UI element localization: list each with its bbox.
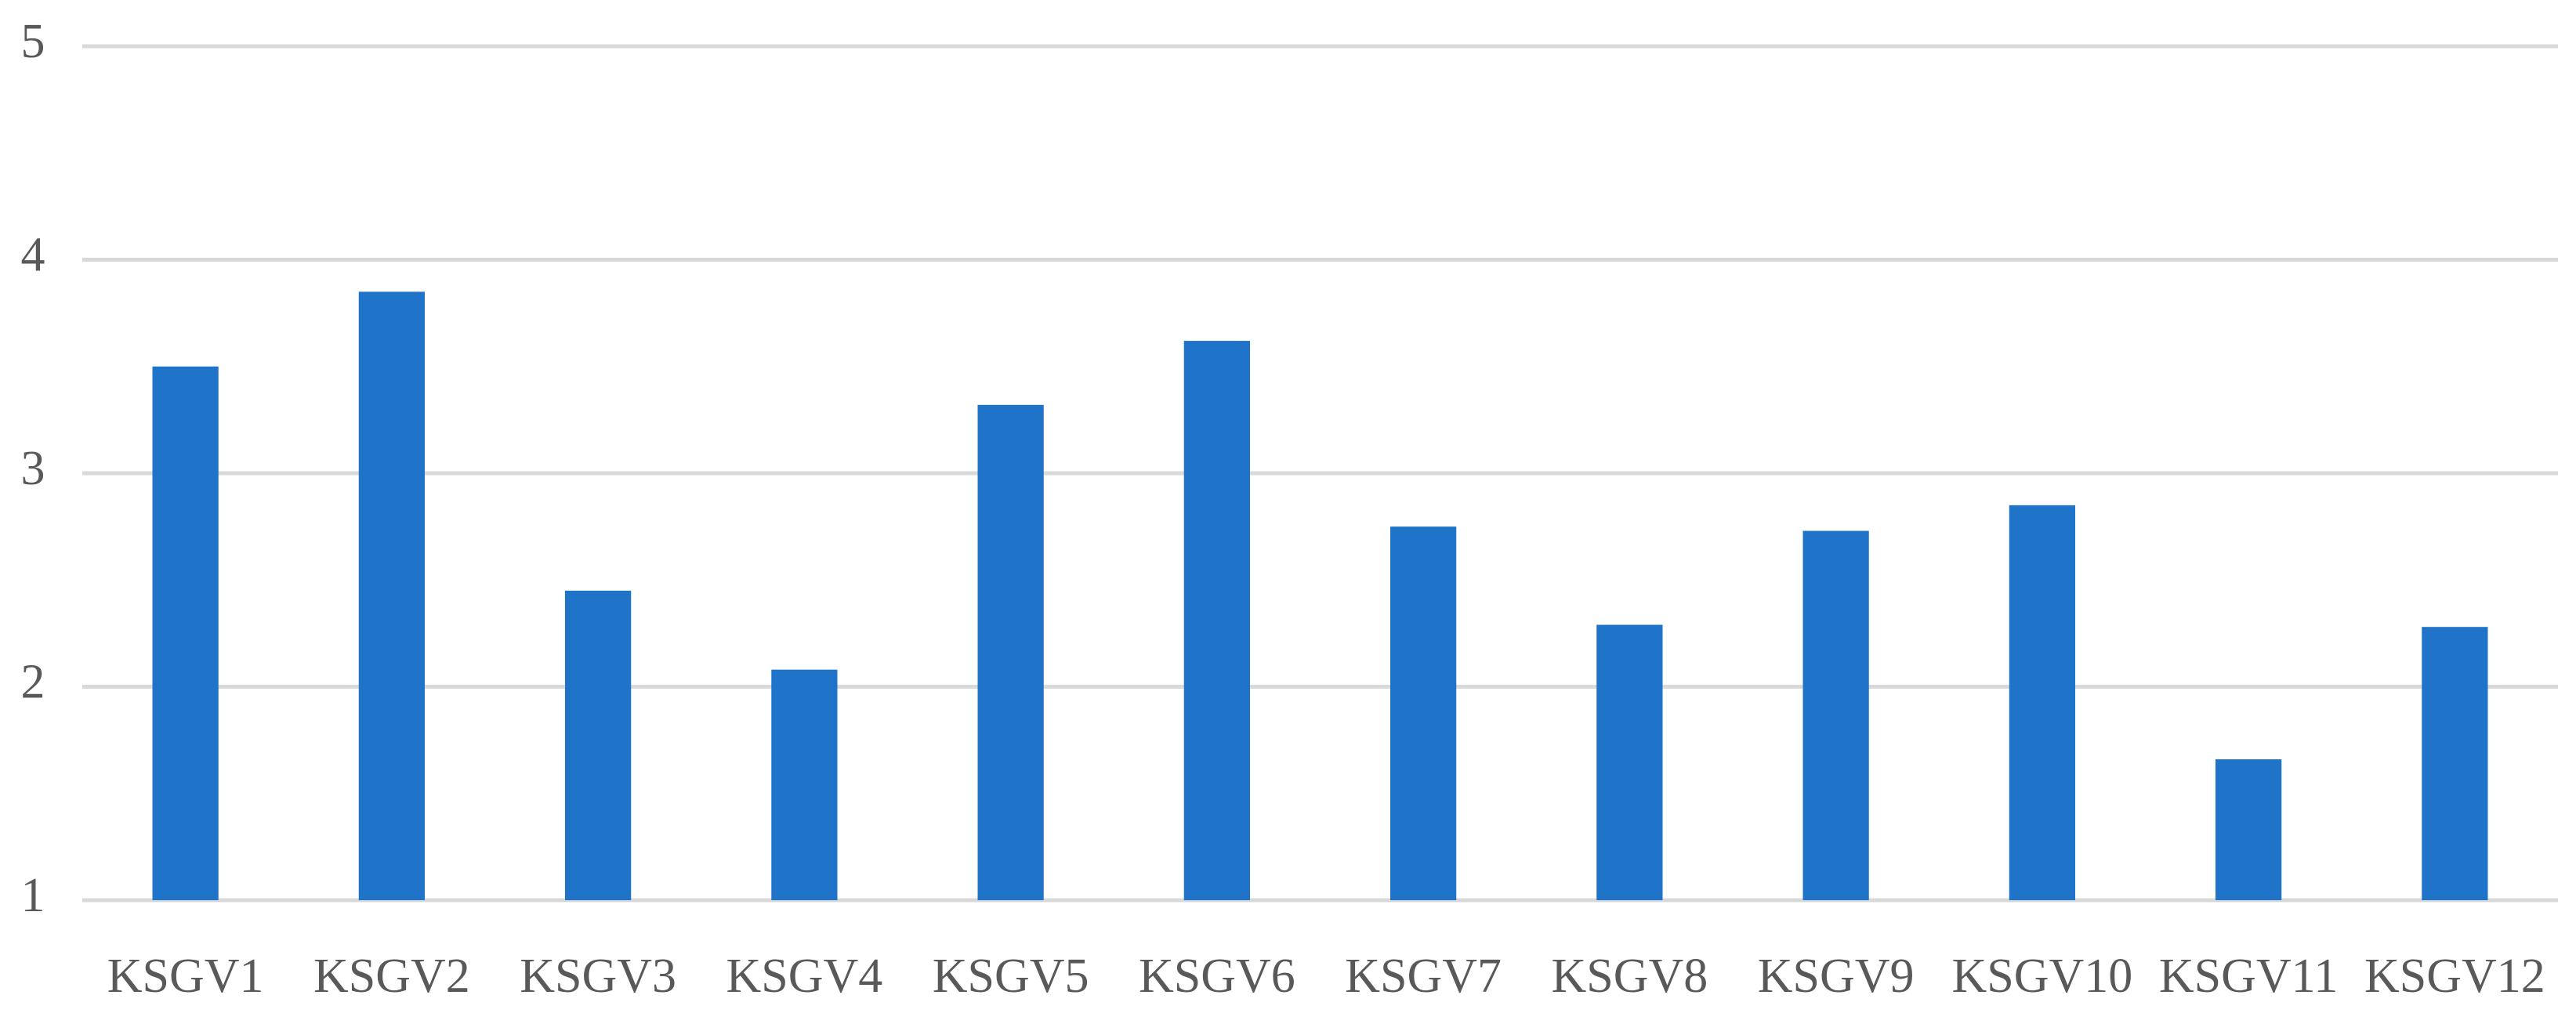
- x-tick-label: KSGV11: [2159, 950, 2339, 1003]
- x-tick-label: KSGV2: [313, 950, 470, 1003]
- x-tick-label: KSGV10: [1951, 950, 2132, 1003]
- bar: [2216, 759, 2282, 900]
- x-tick-label: KSGV9: [1758, 950, 1915, 1003]
- bar: [771, 669, 838, 900]
- bar: [358, 291, 425, 900]
- x-tick-label: KSGV3: [520, 950, 676, 1003]
- y-tick-label: 2: [21, 656, 45, 709]
- bar: [2009, 505, 2075, 900]
- y-tick-label: 5: [21, 15, 45, 68]
- bar: [2422, 627, 2488, 900]
- y-tick-label: 1: [21, 869, 45, 922]
- x-tick-label: KSGV5: [933, 950, 1089, 1003]
- y-tick-label: 4: [21, 229, 45, 282]
- bar: [977, 404, 1044, 900]
- bar: [1802, 530, 1869, 900]
- bar: [1596, 624, 1663, 900]
- y-tick-label: 3: [21, 442, 45, 495]
- x-tick-label: KSGV1: [107, 950, 264, 1003]
- bar: [1390, 526, 1457, 900]
- x-tick-label: KSGV8: [1551, 950, 1708, 1003]
- x-tick-label: KSGV7: [1345, 950, 1502, 1003]
- bar: [1183, 341, 1250, 900]
- x-tick-label: KSGV6: [1139, 950, 1295, 1003]
- bar: [565, 590, 632, 900]
- x-tick-label: KSGV4: [726, 950, 882, 1003]
- bar: [152, 366, 219, 900]
- x-tick-label: KSGV12: [2364, 950, 2545, 1003]
